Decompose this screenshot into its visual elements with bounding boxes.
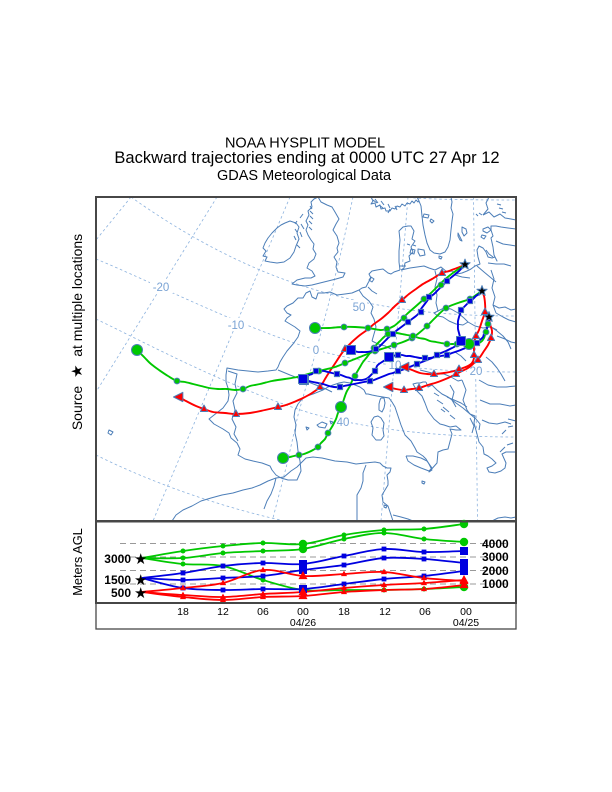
svg-text:20: 20 <box>470 366 483 378</box>
svg-text:40: 40 <box>337 417 350 429</box>
svg-text:★: ★ <box>134 551 147 568</box>
svg-text:4000: 4000 <box>482 537 509 551</box>
svg-text:-20: -20 <box>153 282 170 294</box>
svg-text:50: 50 <box>353 302 366 314</box>
svg-text:3000: 3000 <box>104 552 131 566</box>
svg-text:12: 12 <box>379 606 391 618</box>
svg-text:06: 06 <box>257 606 269 618</box>
svg-text:00: 00 <box>297 606 309 618</box>
svg-text:500: 500 <box>111 586 131 600</box>
svg-text:06: 06 <box>419 606 431 618</box>
svg-text:04/25: 04/25 <box>453 617 479 629</box>
svg-text:GDAS Meteorological Data: GDAS Meteorological Data <box>217 168 392 184</box>
svg-text:1500: 1500 <box>104 573 131 587</box>
svg-text:1000: 1000 <box>482 577 509 591</box>
svg-text:NOAA HYSPLIT MODEL: NOAA HYSPLIT MODEL <box>225 136 385 152</box>
svg-text:★: ★ <box>134 572 147 589</box>
svg-text:Backward trajectories ending a: Backward trajectories ending at 0000 UTC… <box>114 149 499 167</box>
svg-text:★: ★ <box>134 585 147 602</box>
svg-text:Meters AGL: Meters AGL <box>70 528 85 596</box>
svg-text:2000: 2000 <box>482 564 509 578</box>
svg-text:Source ★ at multiple locatio: Source ★ at multiple locations <box>69 234 86 430</box>
svg-text:3000: 3000 <box>482 550 509 564</box>
svg-text:00: 00 <box>460 606 472 618</box>
svg-text:04/26: 04/26 <box>290 617 316 629</box>
svg-text:18: 18 <box>177 606 189 618</box>
svg-text:0: 0 <box>313 345 319 357</box>
svg-text:12: 12 <box>217 606 229 618</box>
svg-text:18: 18 <box>338 606 350 618</box>
svg-text:-10: -10 <box>228 320 245 332</box>
